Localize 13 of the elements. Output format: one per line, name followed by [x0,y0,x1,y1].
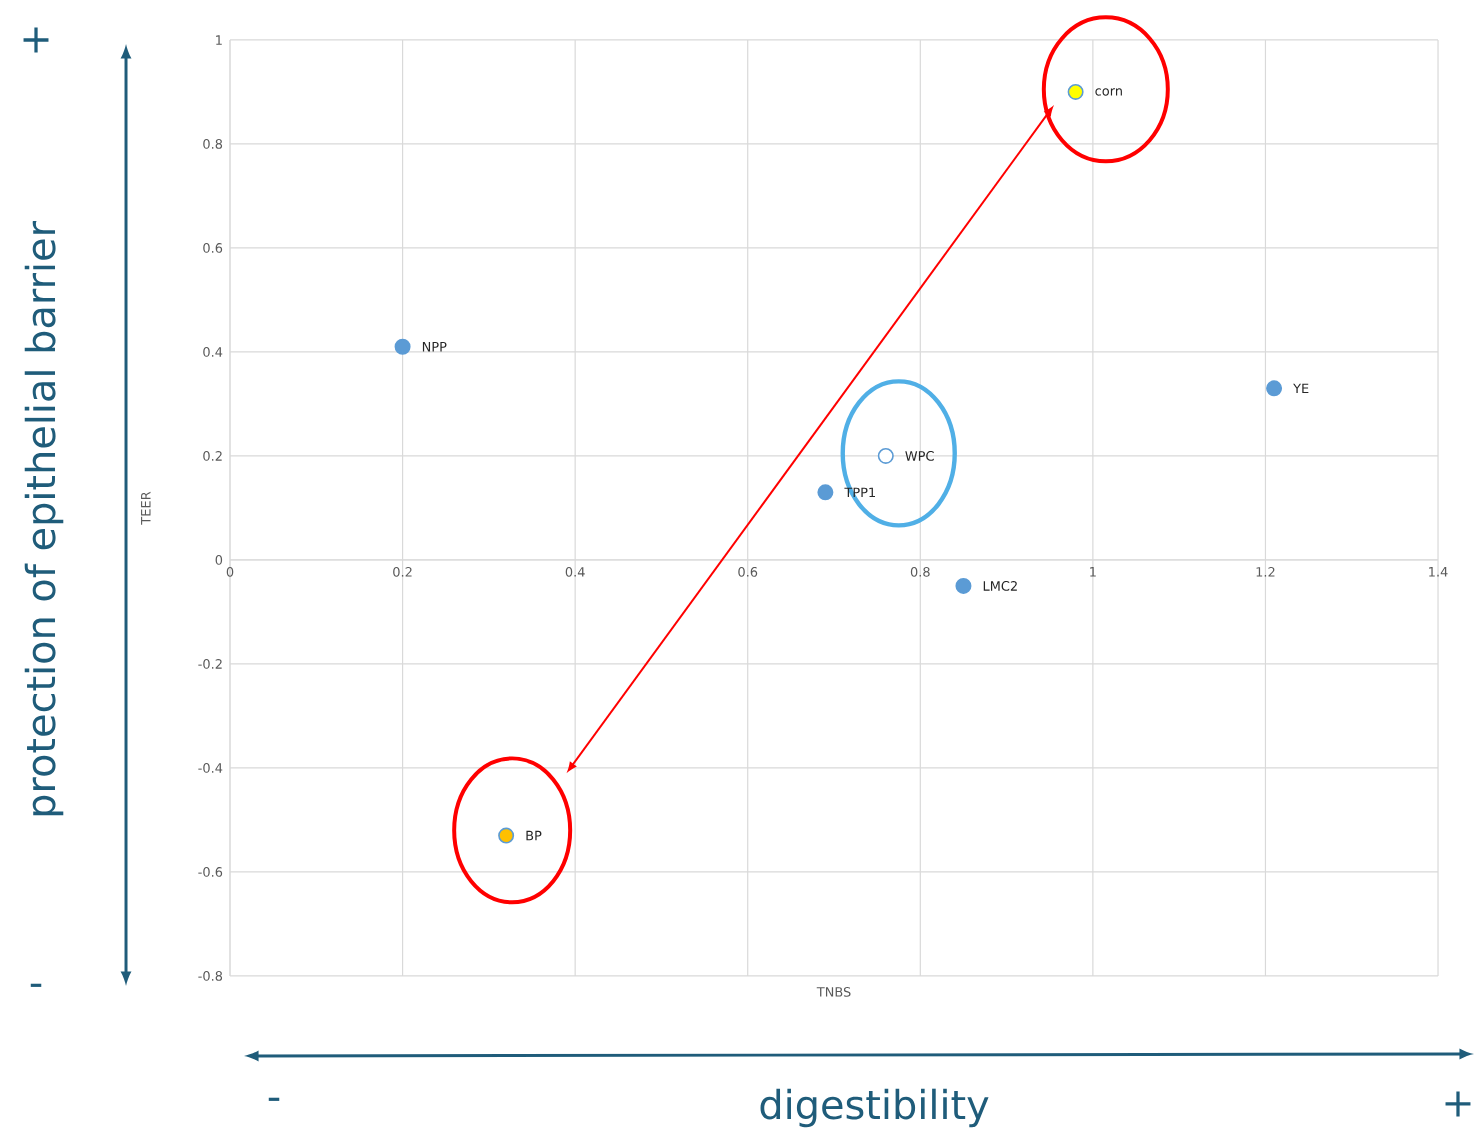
point [817,484,834,501]
point [498,827,515,844]
text: - [268,1097,280,1101]
text: + [1445,1091,1471,1117]
point [877,447,894,464]
point [955,577,972,594]
point [394,338,411,355]
point [1067,83,1084,100]
text: protection of epithelial barrier [24,221,64,816]
text: + [23,27,49,53]
point [1266,380,1283,397]
text: digestibility [760,1088,989,1128]
text: - [30,983,42,987]
